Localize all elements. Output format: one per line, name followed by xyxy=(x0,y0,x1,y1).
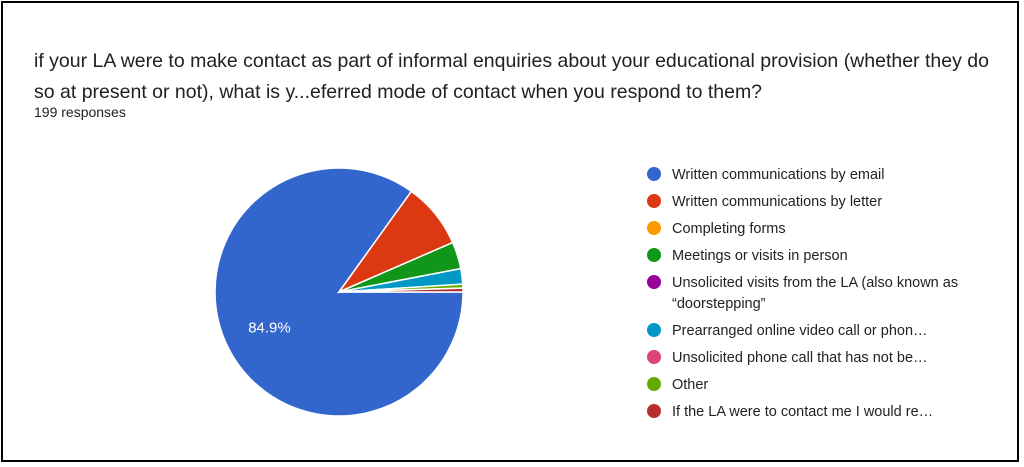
legend-swatch-icon xyxy=(647,275,661,289)
legend-swatch-icon xyxy=(647,194,661,208)
legend-item[interactable]: Prearranged online video call or phon… xyxy=(647,321,982,348)
legend-label: Written communications by email xyxy=(672,167,885,183)
legend-item[interactable]: If the LA were to contact me I would re… xyxy=(647,402,982,429)
legend-label: Other xyxy=(672,377,709,393)
legend-item[interactable]: Completing forms xyxy=(647,219,982,246)
legend-item[interactable]: Written communications by email xyxy=(647,165,982,192)
legend-label: Unsolicited visits from the LA (also kno… xyxy=(672,275,959,312)
legend-label: Prearranged online video call or phon… xyxy=(672,323,928,339)
legend-item[interactable]: Unsolicited visits from the LA (also kno… xyxy=(647,273,982,321)
response-count: 199 responses xyxy=(34,104,126,120)
legend-label: If the LA were to contact me I would re… xyxy=(672,404,934,420)
legend-swatch-icon xyxy=(647,350,661,364)
legend-swatch-icon xyxy=(647,221,661,235)
legend-item[interactable]: Written communications by letter xyxy=(647,192,982,219)
legend-swatch-icon xyxy=(647,377,661,391)
legend-label: Meetings or visits in person xyxy=(672,248,848,264)
legend-swatch-icon xyxy=(647,167,661,181)
legend-swatch-icon xyxy=(647,323,661,337)
legend-item[interactable]: Unsolicited phone call that has not be… xyxy=(647,348,982,375)
legend-label: Written communications by letter xyxy=(672,194,883,210)
slice-label: 84.9% xyxy=(248,320,291,337)
legend-label: Completing forms xyxy=(672,221,786,237)
legend-swatch-icon xyxy=(647,404,661,418)
legend-label: Unsolicited phone call that has not be… xyxy=(672,350,928,366)
pie-slice[interactable] xyxy=(338,287,464,293)
legend-item[interactable]: Other xyxy=(647,375,982,402)
legend-item[interactable]: Meetings or visits in person xyxy=(647,246,982,273)
chart-title: if your LA were to make contact as part … xyxy=(34,50,989,103)
legend-swatch-icon xyxy=(647,248,661,262)
legend: Written communications by email Written c… xyxy=(647,165,982,429)
